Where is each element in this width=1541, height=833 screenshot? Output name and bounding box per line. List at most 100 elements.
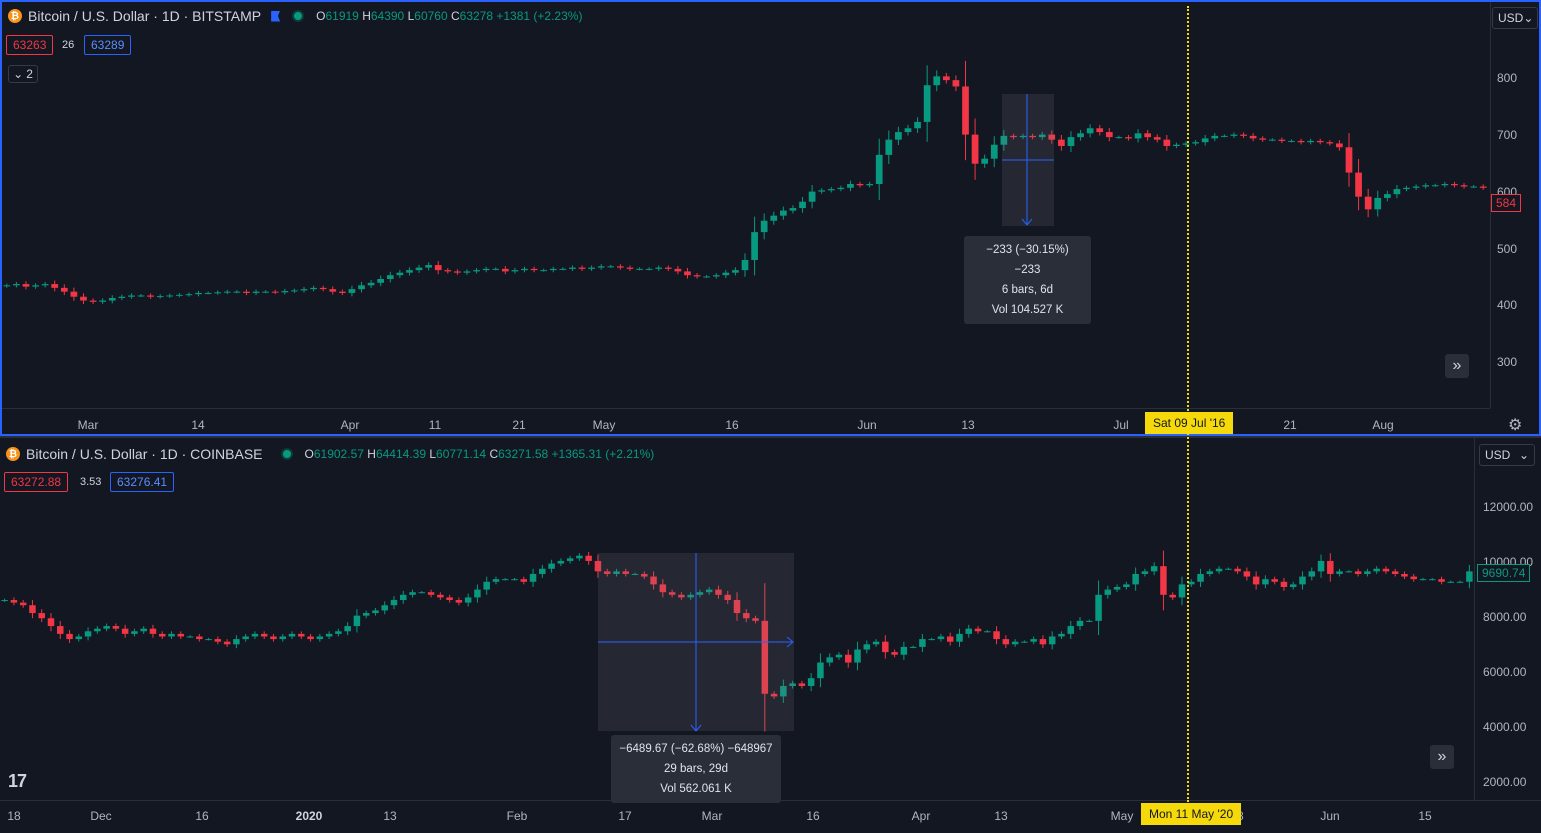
candle-body bbox=[409, 592, 416, 595]
candle-body bbox=[381, 605, 388, 611]
x-tick: 18 bbox=[7, 809, 21, 823]
scroll-to-realtime-button[interactable]: » bbox=[1430, 745, 1454, 769]
candle-body bbox=[377, 279, 385, 283]
candle-body bbox=[1029, 135, 1036, 138]
candle-body bbox=[1234, 568, 1241, 572]
measure-tooltip: −233 (−30.15%) −233 6 bars, 6d Vol 104.5… bbox=[964, 236, 1091, 324]
candle-body bbox=[678, 594, 685, 598]
candle-body bbox=[434, 265, 442, 271]
candle-body bbox=[362, 613, 370, 616]
candle-body bbox=[962, 86, 969, 135]
y-tick: 8000.00 bbox=[1483, 610, 1527, 624]
candle-body bbox=[1243, 571, 1251, 577]
scroll-to-realtime-button[interactable]: » bbox=[1445, 354, 1469, 378]
candle-body bbox=[1317, 560, 1325, 572]
candle-body bbox=[569, 267, 576, 269]
candle-body bbox=[1336, 143, 1343, 148]
pane-divider[interactable] bbox=[0, 436, 1541, 438]
candle-body bbox=[789, 208, 797, 211]
candle-body bbox=[1345, 147, 1353, 173]
candle-body bbox=[99, 300, 107, 302]
sell-price-button[interactable]: 63272.88 bbox=[4, 472, 69, 492]
x-tick: 15 bbox=[1418, 809, 1432, 823]
x-tick: Jun bbox=[1320, 809, 1340, 823]
top-chart-pane[interactable]: ₿ Bitcoin / U.S. Dollar · 1D · BITSTAMP … bbox=[0, 0, 1541, 436]
candle-body bbox=[1197, 573, 1204, 582]
candle-body bbox=[641, 573, 648, 577]
candle-body bbox=[214, 639, 222, 642]
candle-body bbox=[1067, 626, 1074, 634]
x-tick: 16 bbox=[806, 809, 820, 823]
top-legend: ₿ Bitcoin / U.S. Dollar · 1D · BITSTAMP … bbox=[8, 8, 582, 24]
x-tick: 21 bbox=[1283, 418, 1297, 432]
x-tick: Mar bbox=[701, 809, 723, 823]
bottom-chart-pane[interactable]: ₿ Bitcoin / U.S. Dollar · 1D · COINBASE … bbox=[0, 438, 1541, 833]
candle-body bbox=[108, 298, 116, 301]
bottom-time-axis[interactable]: 18 Dec 16 2020 13 Feb 17 Mar 16 Apr 13 M… bbox=[0, 800, 1541, 832]
candle-body bbox=[1364, 571, 1371, 574]
candle-body bbox=[1355, 172, 1362, 197]
candle-body bbox=[319, 287, 327, 290]
candle-body bbox=[41, 284, 49, 286]
candle-body bbox=[1230, 134, 1238, 136]
currency-select[interactable]: USD ⌄ bbox=[1479, 444, 1535, 466]
candle-body bbox=[1466, 571, 1473, 582]
candle-body bbox=[1289, 584, 1297, 587]
candle-body bbox=[140, 628, 147, 632]
candle-body bbox=[1169, 594, 1176, 598]
bottom-price-axis[interactable]: 12000.00 10000.00 8000.00 6000.00 4000.0… bbox=[1474, 438, 1541, 800]
candle-body bbox=[808, 191, 816, 202]
candle-body bbox=[1391, 571, 1399, 574]
candle-body bbox=[242, 636, 249, 640]
candle-body bbox=[474, 589, 481, 598]
currency-select[interactable]: USD ⌄ bbox=[1492, 7, 1538, 29]
market-status-icon[interactable] bbox=[292, 10, 305, 22]
settings-gear-icon[interactable]: ⚙ bbox=[1508, 417, 1523, 434]
crosshair-vertical-line bbox=[1187, 6, 1189, 802]
flag-icon[interactable] bbox=[271, 10, 281, 22]
candle-body bbox=[1160, 566, 1167, 595]
chevron-down-icon: ⌄ bbox=[1518, 448, 1529, 462]
candle-body bbox=[1048, 134, 1056, 140]
candle-body bbox=[501, 579, 509, 581]
candle-body bbox=[492, 268, 500, 270]
candle-body bbox=[1019, 135, 1027, 138]
candle-body bbox=[1048, 636, 1056, 645]
candle-body bbox=[1011, 641, 1019, 645]
candle-body bbox=[1150, 566, 1158, 572]
candle-body bbox=[779, 210, 787, 216]
candle-body bbox=[703, 276, 711, 278]
bottom-candlestick-chart[interactable] bbox=[0, 488, 1474, 798]
top-price-axis[interactable]: 800 700 600 500 400 300 584 bbox=[1490, 2, 1541, 408]
symbol-title[interactable]: Bitcoin / U.S. Dollar · 1D · BITSTAMP bbox=[28, 8, 262, 24]
candle-body bbox=[1382, 568, 1390, 572]
collapse-indicators-button[interactable]: ⌄ 2 bbox=[8, 65, 38, 83]
candle-body bbox=[121, 628, 129, 634]
candle-body bbox=[291, 290, 298, 292]
candle-body bbox=[1086, 620, 1093, 622]
ohlc-values: O61902.57 H64414.39 L60771.14 C63271.58 … bbox=[304, 447, 655, 461]
candle-body bbox=[993, 631, 1000, 640]
candle-body bbox=[971, 134, 979, 164]
candle-body bbox=[22, 284, 30, 287]
sell-price-button[interactable]: 63263 bbox=[6, 35, 54, 55]
candle-body bbox=[540, 270, 548, 272]
candle-body bbox=[29, 605, 36, 614]
last-price-label: 9690.74 bbox=[1477, 564, 1531, 582]
candle-body bbox=[984, 631, 991, 633]
candle-body bbox=[214, 292, 222, 294]
candle-body bbox=[588, 267, 595, 269]
candle-body bbox=[427, 592, 435, 595]
top-candlestick-chart[interactable] bbox=[2, 32, 1490, 412]
buy-price-button[interactable]: 63289 bbox=[84, 35, 132, 55]
top-time-axis[interactable]: Mar 14 Apr 11 21 May 16 Jun 13 Jul 21 Au… bbox=[2, 408, 1490, 437]
candle-body bbox=[1144, 133, 1152, 138]
candle-body bbox=[325, 633, 333, 637]
candle-body bbox=[1141, 571, 1149, 574]
symbol-title[interactable]: Bitcoin / U.S. Dollar · 1D · COINBASE bbox=[26, 446, 263, 462]
candle-body bbox=[444, 270, 452, 272]
crosshair-date-label: Mon 11 May '20 bbox=[1141, 803, 1242, 825]
buy-price-button[interactable]: 63276.41 bbox=[110, 472, 175, 492]
market-status-icon[interactable] bbox=[280, 448, 293, 460]
candle-body bbox=[1308, 571, 1316, 577]
